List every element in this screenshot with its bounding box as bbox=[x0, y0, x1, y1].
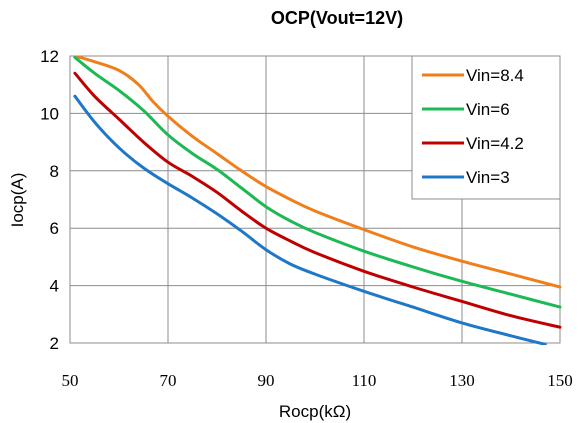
x-tick-label: 70 bbox=[160, 371, 177, 390]
y-tick-label: 8 bbox=[50, 162, 59, 181]
legend-box bbox=[411, 55, 561, 200]
y-tick-label: 2 bbox=[50, 334, 59, 353]
legend: Vin=8.4 Vin=6 Vin=4.2 Vin=3 bbox=[411, 55, 561, 200]
legend-label: Vin=6 bbox=[466, 100, 510, 119]
series-line-1 bbox=[73, 56, 562, 309]
x-tick-label: 110 bbox=[352, 371, 377, 390]
x-axis-ticks: 50 70 90 110 130 150 bbox=[62, 371, 573, 390]
series-line-3 bbox=[73, 94, 547, 345]
legend-label: Vin=8.4 bbox=[466, 66, 524, 85]
series-lines bbox=[73, 56, 562, 345]
y-tick-label: 10 bbox=[40, 104, 59, 123]
chart-title: OCP(Vout=12V) bbox=[271, 8, 403, 28]
y-axis-label: Iocp(A) bbox=[8, 173, 27, 228]
y-tick-label: 6 bbox=[50, 219, 59, 238]
legend-label: Vin=4.2 bbox=[466, 134, 524, 153]
series-line-0 bbox=[73, 56, 562, 289]
x-tick-label: 90 bbox=[258, 371, 275, 390]
series-line-2 bbox=[73, 71, 562, 329]
y-tick-label: 12 bbox=[40, 47, 59, 66]
x-axis-label: Rocp(kΩ) bbox=[279, 402, 351, 421]
x-tick-label: 50 bbox=[62, 371, 79, 390]
y-tick-label: 4 bbox=[50, 277, 59, 296]
y-axis-ticks: 2 4 6 8 10 12 bbox=[40, 47, 59, 353]
x-tick-label: 130 bbox=[449, 371, 475, 390]
x-tick-label: 150 bbox=[547, 371, 573, 390]
legend-label: Vin=3 bbox=[466, 168, 510, 187]
